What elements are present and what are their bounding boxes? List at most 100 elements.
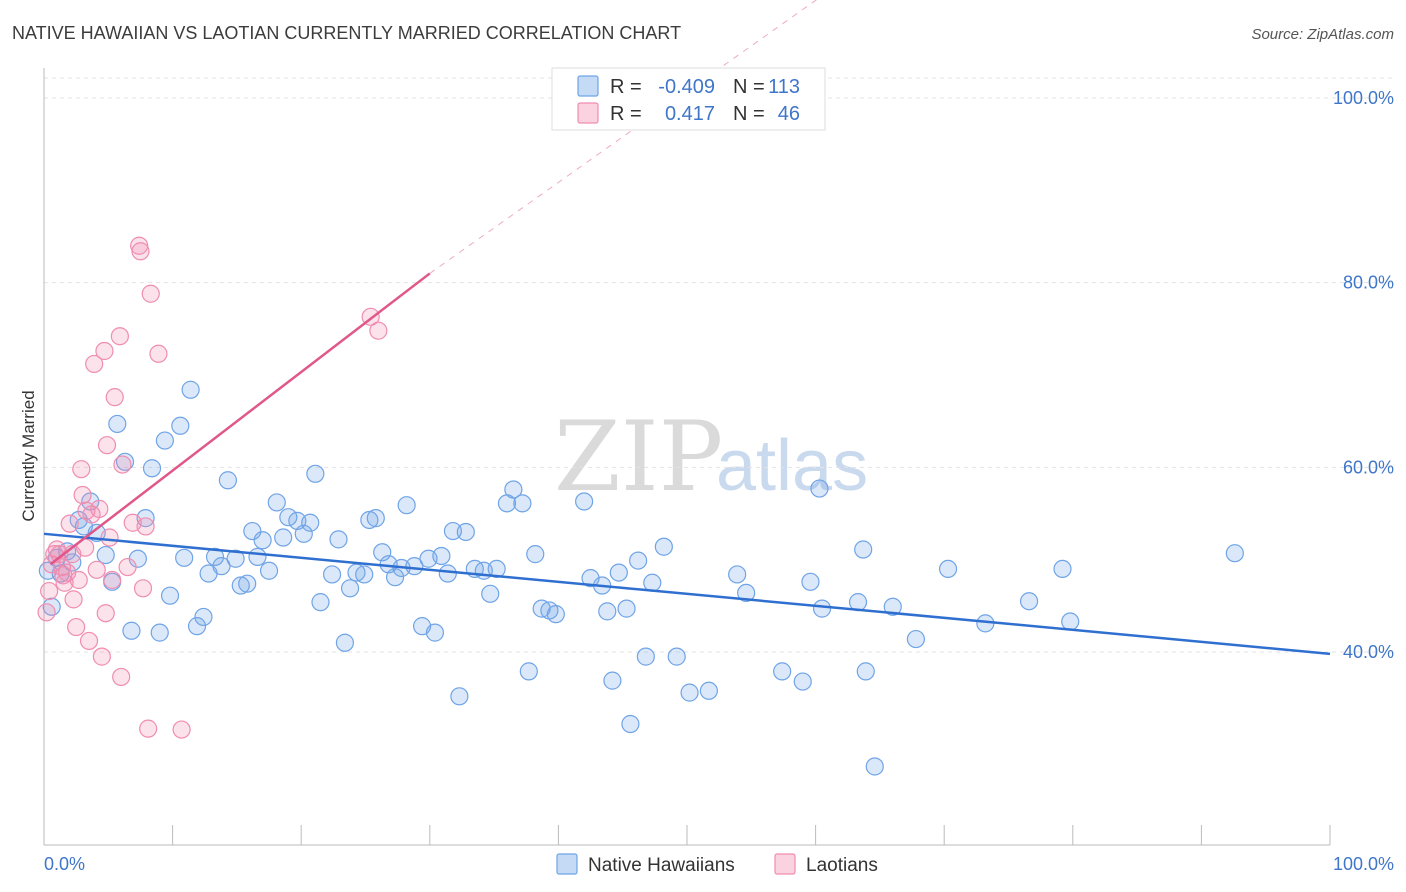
data-point bbox=[122, 621, 141, 640]
data-point bbox=[150, 623, 169, 642]
data-point bbox=[79, 631, 99, 651]
x-ticks bbox=[43, 825, 1331, 845]
data-point bbox=[238, 574, 257, 593]
data-point bbox=[546, 605, 565, 624]
x-tick-label-min: 0.0% bbox=[44, 854, 85, 874]
data-point bbox=[171, 416, 190, 435]
data-point bbox=[131, 242, 150, 261]
data-point bbox=[335, 633, 355, 652]
data-point bbox=[108, 414, 127, 434]
data-point bbox=[90, 499, 109, 518]
data-point bbox=[699, 681, 718, 700]
data-point bbox=[456, 522, 475, 542]
data-point bbox=[906, 629, 926, 649]
data-point bbox=[274, 528, 293, 547]
data-point bbox=[231, 576, 250, 595]
data-point bbox=[1061, 612, 1080, 631]
legend-swatch-native-hawaiians bbox=[556, 853, 578, 875]
stats-r-label-native-hawaiians: R = bbox=[610, 76, 642, 98]
data-point bbox=[212, 557, 231, 576]
data-point bbox=[603, 671, 622, 690]
data-point bbox=[175, 548, 194, 567]
data-point bbox=[112, 667, 131, 687]
data-point bbox=[243, 521, 262, 541]
data-point bbox=[322, 565, 342, 584]
data-point bbox=[42, 597, 61, 616]
data-point bbox=[405, 557, 424, 576]
trend-lines bbox=[43, 0, 1331, 656]
data-point bbox=[96, 604, 115, 623]
data-point bbox=[1053, 559, 1072, 579]
data-point bbox=[205, 547, 225, 566]
data-point bbox=[141, 284, 160, 303]
data-point bbox=[95, 341, 114, 361]
legend-label-laotians: Laotians bbox=[806, 855, 878, 876]
data-point bbox=[938, 559, 958, 579]
y-tick-labels: 40.0% 60.0% 80.0% 100.0% bbox=[1333, 88, 1394, 662]
stats-n-label-laotians: N = bbox=[733, 103, 765, 125]
data-point bbox=[654, 537, 673, 556]
data-point bbox=[279, 508, 298, 527]
data-point bbox=[67, 617, 86, 637]
stats-legend-swatch-laotians bbox=[577, 102, 599, 124]
data-point bbox=[438, 564, 457, 583]
data-point bbox=[253, 531, 272, 550]
data-point bbox=[680, 683, 699, 702]
data-point bbox=[856, 662, 875, 681]
y-tick-label: 60.0% bbox=[1343, 457, 1394, 477]
y-tick-label: 100.0% bbox=[1333, 88, 1394, 108]
data-point bbox=[737, 583, 756, 603]
stats-legend-swatch-native-hawaiians bbox=[577, 75, 599, 97]
data-point bbox=[172, 720, 191, 739]
data-point bbox=[728, 565, 747, 584]
stats-r-value-native-hawaiians: -0.409 bbox=[658, 76, 715, 98]
data-point bbox=[115, 452, 135, 471]
data-point bbox=[360, 510, 379, 530]
data-point bbox=[432, 546, 451, 566]
data-point bbox=[643, 573, 662, 592]
y-tick-label: 80.0% bbox=[1343, 273, 1394, 293]
stats-r-label-laotians: R = bbox=[610, 103, 642, 125]
data-point bbox=[248, 547, 267, 566]
data-point bbox=[113, 455, 132, 474]
chart-title: NATIVE HAWAIIAN VS LAOTIAN CURRENTLY MAR… bbox=[12, 23, 681, 43]
data-point bbox=[513, 494, 532, 513]
data-point bbox=[100, 528, 119, 547]
data-point bbox=[1225, 544, 1244, 563]
data-point bbox=[85, 354, 104, 374]
stats-n-value-laotians: 46 bbox=[778, 103, 800, 125]
data-point bbox=[69, 570, 88, 590]
data-point bbox=[160, 586, 180, 605]
data-point bbox=[103, 570, 122, 590]
data-point bbox=[450, 687, 469, 706]
data-point bbox=[73, 485, 92, 505]
data-point bbox=[87, 560, 106, 579]
data-point bbox=[519, 662, 538, 681]
data-point bbox=[621, 714, 640, 734]
data-point bbox=[801, 572, 820, 591]
data-point bbox=[118, 557, 137, 577]
data-point bbox=[617, 599, 636, 618]
data-point bbox=[64, 590, 83, 609]
data-point bbox=[149, 344, 168, 363]
data-point bbox=[526, 545, 545, 564]
data-point bbox=[142, 459, 162, 478]
data-point bbox=[54, 566, 73, 585]
data-point bbox=[773, 662, 792, 681]
bottom-legend: Native Hawaiians Laotians bbox=[556, 853, 878, 876]
data-point bbox=[629, 551, 648, 570]
trend-line bbox=[49, 272, 431, 566]
data-point bbox=[72, 460, 91, 479]
data-point bbox=[97, 436, 117, 455]
data-point bbox=[504, 480, 523, 499]
data-point bbox=[340, 579, 360, 598]
data-point bbox=[883, 597, 902, 616]
data-point bbox=[865, 757, 884, 776]
data-point bbox=[369, 321, 388, 340]
data-point bbox=[194, 607, 213, 627]
y-tick-label: 40.0% bbox=[1343, 642, 1394, 662]
data-point bbox=[37, 603, 56, 622]
data-point bbox=[355, 565, 374, 584]
series-laotians bbox=[37, 236, 388, 739]
data-point bbox=[226, 549, 245, 568]
